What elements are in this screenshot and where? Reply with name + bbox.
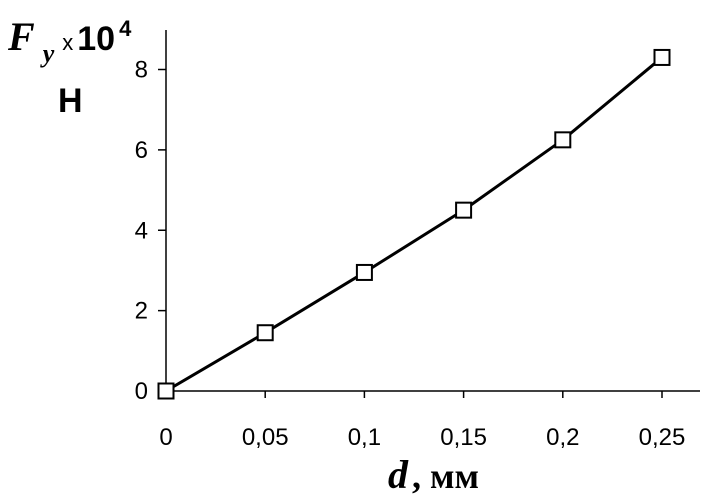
x-tick-label: 0,15 <box>440 424 487 451</box>
y-tick-label: 2 <box>135 298 148 325</box>
y-label-times: x <box>62 30 73 55</box>
series-line <box>165 56 663 393</box>
x-tick-label: 0,25 <box>639 424 686 451</box>
x-axis-label: d , мм <box>388 452 479 497</box>
y-tick-label: 4 <box>135 217 148 244</box>
y-tick-label: 0 <box>135 378 148 405</box>
y-tick-label: 8 <box>135 57 148 84</box>
data-point-marker <box>554 131 572 149</box>
data-point-marker <box>256 324 274 342</box>
data-point-marker <box>157 382 175 400</box>
axes <box>158 30 700 398</box>
y-label-ten: 10 <box>77 20 115 58</box>
x-tick-label: 0 <box>159 424 172 451</box>
data-point-marker <box>653 48 671 66</box>
y-axis-unit: Н <box>58 82 83 120</box>
y-tick-label: 6 <box>135 137 148 164</box>
y-axis-label: F y x 10 4 <box>7 14 132 68</box>
x-tick-label: 0,2 <box>546 424 579 451</box>
y-label-variable: F <box>7 14 35 59</box>
y-label-exponent: 4 <box>119 16 132 41</box>
x-tick-label: 0,05 <box>242 424 289 451</box>
x-label-variable: d <box>388 452 409 497</box>
data-point-marker <box>355 263 373 281</box>
data-point-marker <box>455 201 473 219</box>
tick-labels: 0 2 4 6 8 0 0,05 0,1 0,15 0,2 0,25 <box>135 57 686 452</box>
series-group <box>157 48 671 400</box>
x-label-unit: , мм <box>412 456 479 496</box>
x-tick-label: 0,1 <box>348 424 381 451</box>
y-label-subscript: y <box>40 39 55 68</box>
